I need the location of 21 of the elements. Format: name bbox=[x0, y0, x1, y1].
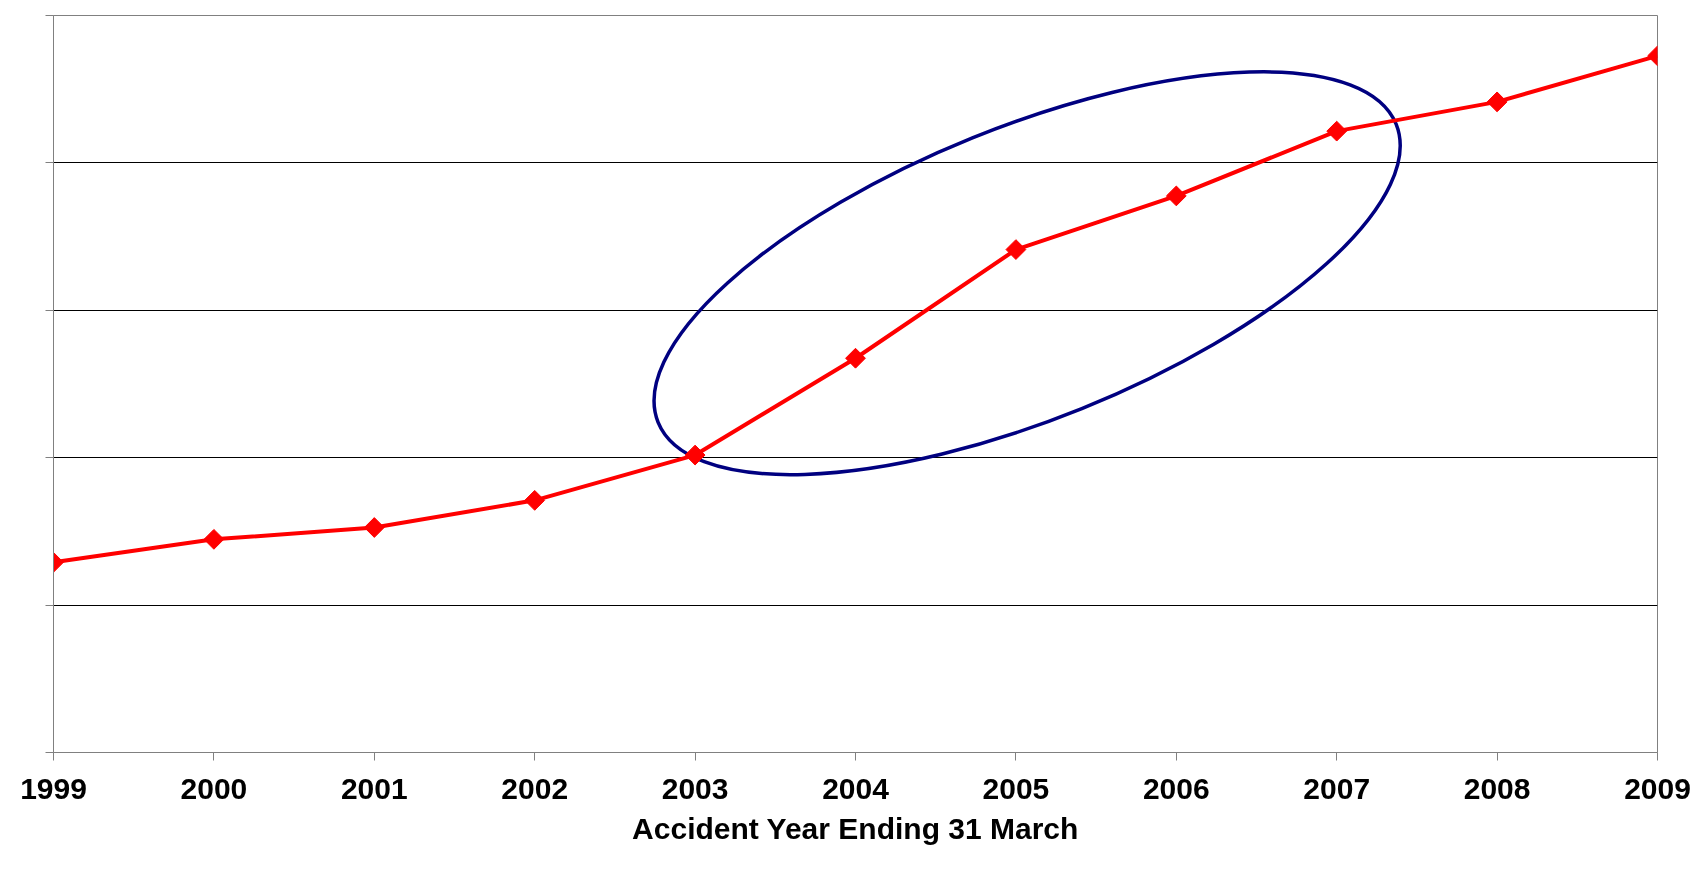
point bbox=[1486, 91, 1508, 113]
point bbox=[363, 517, 385, 538]
x-tick-label: 1999 bbox=[20, 771, 87, 805]
point bbox=[1005, 239, 1027, 260]
x-axis-title: Accident Year Ending 31 March bbox=[632, 811, 1079, 845]
x-tick-label: 2005 bbox=[982, 771, 1050, 805]
x-tick-label: 2006 bbox=[1142, 771, 1210, 805]
point bbox=[524, 489, 546, 511]
x-tick-label: 2007 bbox=[1303, 771, 1371, 805]
x-tick-label: 2001 bbox=[340, 771, 408, 805]
point bbox=[845, 347, 866, 369]
point bbox=[203, 528, 225, 550]
x-tick-label: 2003 bbox=[661, 771, 729, 805]
x-tick-label: 2004 bbox=[822, 771, 890, 805]
x-tick-label: 2002 bbox=[501, 771, 569, 805]
point bbox=[684, 444, 706, 466]
point bbox=[1326, 120, 1348, 142]
point bbox=[1165, 185, 1187, 207]
x-tick-label: 2009 bbox=[1624, 771, 1691, 805]
x-tick-label: 2008 bbox=[1463, 771, 1531, 805]
x-tick-label: 2000 bbox=[180, 771, 248, 805]
